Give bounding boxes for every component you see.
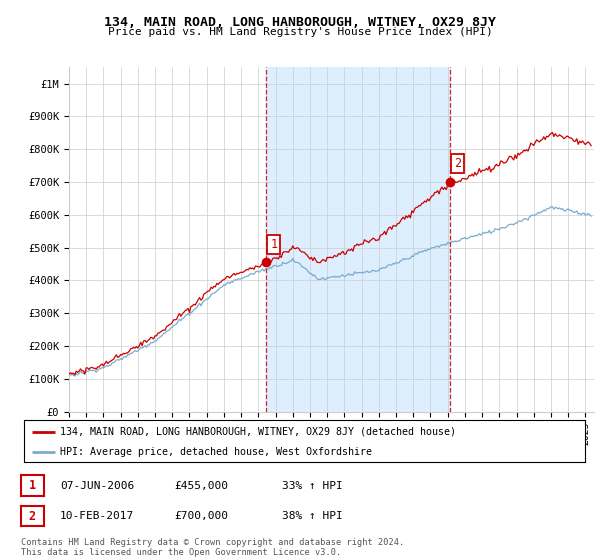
Text: Price paid vs. HM Land Registry's House Price Index (HPI): Price paid vs. HM Land Registry's House … (107, 27, 493, 37)
Text: HPI: Average price, detached house, West Oxfordshire: HPI: Average price, detached house, West… (61, 447, 373, 457)
Bar (266, 67, 449, 412)
Text: 10-FEB-2017: 10-FEB-2017 (60, 511, 134, 521)
Text: 33% ↑ HPI: 33% ↑ HPI (282, 480, 343, 491)
Text: £455,000: £455,000 (174, 480, 228, 491)
Text: £700,000: £700,000 (174, 511, 228, 521)
Text: 07-JUN-2006: 07-JUN-2006 (60, 480, 134, 491)
Text: 2: 2 (29, 510, 36, 522)
Text: 134, MAIN ROAD, LONG HANBOROUGH, WITNEY, OX29 8JY (detached house): 134, MAIN ROAD, LONG HANBOROUGH, WITNEY,… (61, 427, 457, 437)
Text: 38% ↑ HPI: 38% ↑ HPI (282, 511, 343, 521)
Text: 134, MAIN ROAD, LONG HANBOROUGH, WITNEY, OX29 8JY: 134, MAIN ROAD, LONG HANBOROUGH, WITNEY,… (104, 16, 496, 29)
Text: 1: 1 (29, 479, 36, 492)
Text: 1: 1 (270, 237, 277, 251)
Text: Contains HM Land Registry data © Crown copyright and database right 2024.
This d: Contains HM Land Registry data © Crown c… (21, 538, 404, 557)
Text: 2: 2 (454, 157, 461, 170)
